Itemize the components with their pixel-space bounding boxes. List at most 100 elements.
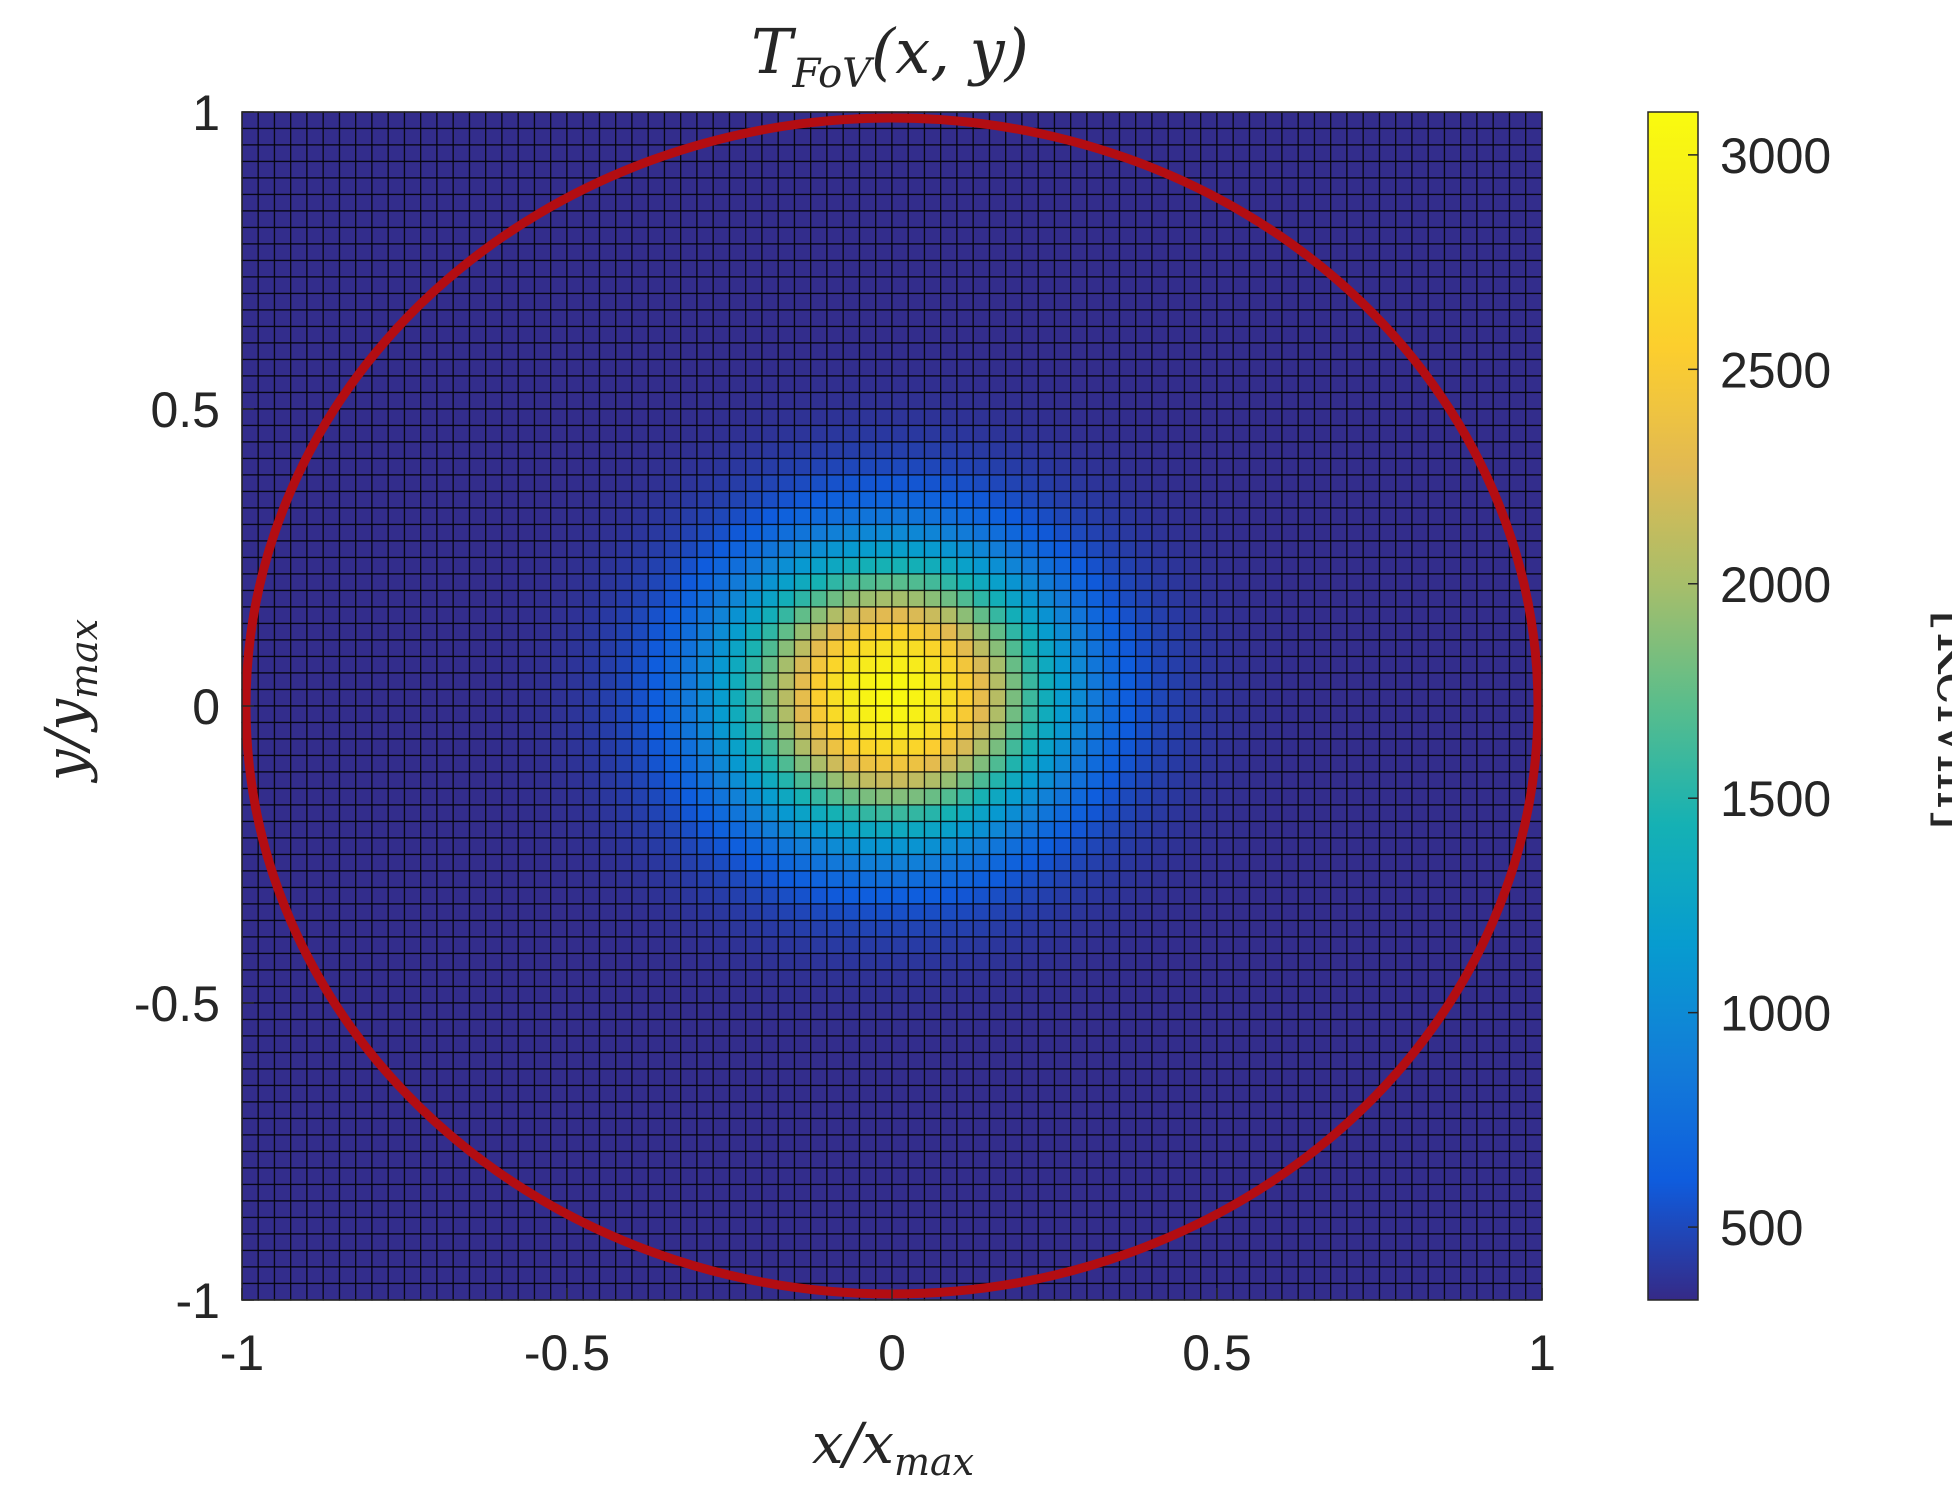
heatmap-cell bbox=[810, 1051, 828, 1070]
heatmap-cell bbox=[1297, 540, 1316, 559]
heatmap-cell bbox=[1330, 127, 1348, 146]
heatmap-cell bbox=[550, 259, 568, 278]
heatmap-cell bbox=[273, 1002, 292, 1021]
heatmap-cell bbox=[1443, 226, 1462, 245]
heatmap-cell bbox=[1265, 639, 1283, 658]
heatmap-cell bbox=[257, 985, 276, 1004]
heatmap-cell bbox=[582, 573, 601, 592]
heatmap-cell bbox=[273, 606, 292, 625]
heatmap-cell bbox=[1330, 622, 1348, 641]
heatmap-cell bbox=[371, 1018, 389, 1037]
heatmap-cell bbox=[1297, 556, 1316, 575]
heatmap-cell bbox=[1070, 160, 1088, 179]
heatmap-cell bbox=[1460, 540, 1478, 559]
heatmap-cell bbox=[338, 111, 357, 130]
heatmap-cell bbox=[777, 1018, 796, 1037]
heatmap-cell bbox=[988, 523, 1007, 542]
heatmap-cell bbox=[1395, 309, 1413, 328]
heatmap-cell bbox=[1346, 474, 1364, 493]
heatmap-cell bbox=[1281, 688, 1299, 707]
heatmap-cell bbox=[1460, 391, 1478, 410]
heatmap-cell bbox=[858, 358, 877, 377]
heatmap-cell bbox=[436, 787, 454, 806]
heatmap-cell bbox=[1200, 771, 1218, 790]
heatmap-cell bbox=[468, 573, 487, 592]
heatmap-cell bbox=[745, 1035, 763, 1054]
heatmap-cell bbox=[1135, 936, 1153, 955]
heatmap-cell bbox=[550, 1051, 568, 1070]
heatmap-cell bbox=[631, 226, 649, 245]
heatmap-cell bbox=[1411, 127, 1429, 146]
heatmap-cell bbox=[322, 589, 341, 608]
heatmap-cell bbox=[257, 754, 276, 773]
heatmap-cell bbox=[956, 358, 974, 377]
heatmap-cell bbox=[940, 589, 958, 608]
heatmap-cell bbox=[777, 309, 796, 328]
heatmap-cell bbox=[1313, 490, 1332, 509]
heatmap-cell bbox=[793, 622, 812, 641]
heatmap-cell bbox=[436, 705, 454, 724]
heatmap-cell bbox=[1248, 441, 1267, 460]
heatmap-cell bbox=[761, 474, 779, 493]
heatmap-cell bbox=[988, 1035, 1007, 1054]
heatmap-cell bbox=[745, 375, 763, 394]
heatmap-cell bbox=[1037, 556, 1056, 575]
heatmap-cell bbox=[1330, 787, 1348, 806]
heatmap-cell bbox=[745, 919, 763, 938]
heatmap-cell bbox=[501, 952, 519, 971]
heatmap-cell bbox=[1086, 771, 1104, 790]
heatmap-cell bbox=[355, 688, 373, 707]
heatmap-cell bbox=[712, 1134, 731, 1153]
heatmap-cell bbox=[598, 804, 617, 823]
heatmap-cell bbox=[1248, 820, 1267, 839]
heatmap-cell bbox=[923, 688, 942, 707]
heatmap-cell bbox=[793, 325, 812, 344]
heatmap-cell bbox=[355, 391, 373, 410]
heatmap-cell bbox=[1362, 441, 1381, 460]
heatmap-cell bbox=[1362, 391, 1381, 410]
heatmap-cell bbox=[273, 787, 292, 806]
heatmap-cell bbox=[810, 1018, 828, 1037]
heatmap-cell bbox=[728, 969, 747, 988]
heatmap-cell bbox=[777, 1051, 796, 1070]
heatmap-cell bbox=[501, 523, 519, 542]
heatmap-cell bbox=[322, 358, 341, 377]
heatmap-cell bbox=[257, 210, 276, 229]
heatmap-cell bbox=[891, 589, 909, 608]
heatmap-cell bbox=[403, 589, 422, 608]
heatmap-cell bbox=[598, 358, 617, 377]
heatmap-cell bbox=[1151, 342, 1169, 361]
heatmap-cell bbox=[273, 1018, 292, 1037]
heatmap-cell bbox=[1411, 160, 1429, 179]
heatmap-cell bbox=[728, 804, 747, 823]
heatmap-cell bbox=[468, 738, 487, 757]
heatmap-cell bbox=[257, 474, 276, 493]
heatmap-cell bbox=[273, 1084, 292, 1103]
heatmap-cell bbox=[1508, 622, 1527, 641]
heatmap-cell bbox=[1411, 820, 1429, 839]
heatmap-cell bbox=[1281, 804, 1299, 823]
heatmap-cell bbox=[810, 441, 828, 460]
heatmap-cell bbox=[403, 969, 422, 988]
heatmap-cell bbox=[1200, 375, 1218, 394]
heatmap-cell bbox=[403, 903, 422, 922]
heatmap-cell bbox=[1086, 573, 1104, 592]
heatmap-cell bbox=[1070, 754, 1088, 773]
heatmap-cell bbox=[988, 540, 1007, 559]
heatmap-cell bbox=[1378, 1051, 1397, 1070]
heatmap-cell bbox=[940, 936, 958, 955]
heatmap-cell bbox=[485, 292, 503, 311]
heatmap-cell bbox=[615, 573, 633, 592]
heatmap-cell bbox=[306, 919, 324, 938]
heatmap-cell bbox=[485, 1002, 503, 1021]
heatmap-cell bbox=[387, 952, 406, 971]
heatmap-cell bbox=[647, 1134, 666, 1153]
heatmap-cell bbox=[875, 606, 893, 625]
heatmap-cell bbox=[777, 325, 796, 344]
heatmap-cell bbox=[485, 655, 503, 674]
heatmap-cell bbox=[1330, 672, 1348, 691]
heatmap-cell bbox=[1070, 523, 1088, 542]
heatmap-cell bbox=[875, 1002, 893, 1021]
heatmap-cell bbox=[1492, 292, 1511, 311]
heatmap-cell bbox=[680, 523, 698, 542]
